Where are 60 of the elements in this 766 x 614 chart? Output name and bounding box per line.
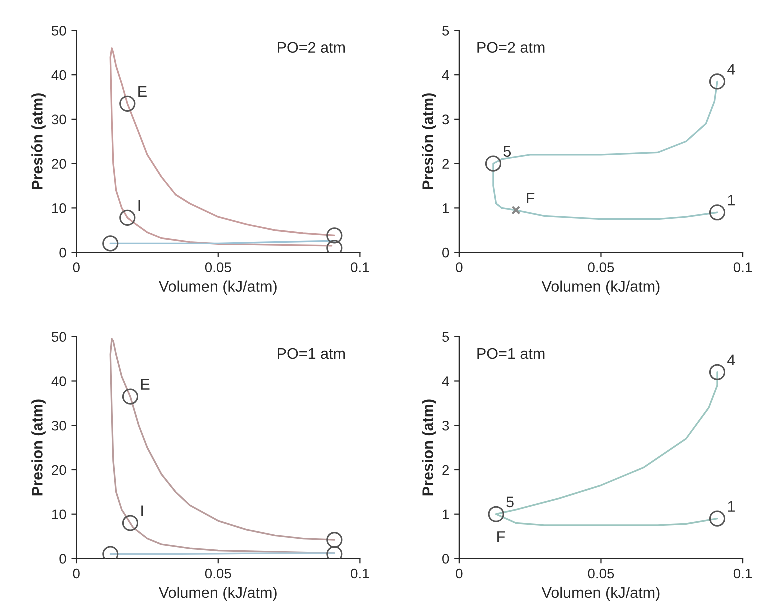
- x-axis-title: Volumen (kJ/atm): [542, 586, 660, 602]
- annotation: 4: [728, 64, 736, 75]
- annotation: PO=1 atm: [478, 348, 545, 360]
- x-tick-label: 0.05: [588, 568, 614, 579]
- y-tick-label: 2: [442, 465, 450, 476]
- y-tick-label: 4: [442, 70, 450, 80]
- y-tick-label: 0: [60, 554, 66, 564]
- y-tick-label: 3: [442, 114, 450, 125]
- x-axis-title: Volumen (kJ/atm): [159, 586, 277, 602]
- x-axis-title: Volumen (kJ/atm): [542, 280, 660, 296]
- x-tick-label: 0.05: [205, 262, 232, 272]
- y-tick-label: 1: [443, 510, 450, 520]
- annotation: F: [527, 192, 535, 204]
- x-tick-label: 0: [73, 262, 80, 272]
- annotation: PO=2 atm: [278, 42, 345, 54]
- y-tick-label: 20: [52, 465, 66, 476]
- y-tick-label: 40: [52, 376, 66, 386]
- y-axis-title: Presión (atm): [32, 94, 46, 190]
- x-tick-label: 0: [456, 568, 463, 579]
- x-tick-label: 0: [456, 262, 463, 272]
- y-tick-label: 10: [52, 510, 66, 520]
- annotation: PO=1 atm: [278, 348, 345, 360]
- y-tick-label: 30: [52, 114, 66, 125]
- annotation: PO=2 atm: [478, 42, 545, 54]
- annotation: F: [498, 532, 506, 542]
- y-tick-label: 0: [442, 554, 450, 564]
- annotation: 1: [728, 501, 735, 512]
- annotation: I: [138, 200, 140, 212]
- y-tick-label: 50: [52, 332, 66, 342]
- annotation: 5: [506, 496, 514, 508]
- y-tick-label: 30: [52, 420, 66, 431]
- y-tick-label: 5: [442, 332, 450, 342]
- y-tick-label: 50: [52, 26, 66, 36]
- x-axis-title: Volumen (kJ/atm): [159, 280, 277, 296]
- annotation: 1: [728, 195, 735, 206]
- annotation: 5: [504, 146, 512, 158]
- y-tick-label: 1: [443, 204, 450, 214]
- y-tick-label: 20: [52, 159, 66, 169]
- x-tick-label: 0.1: [351, 568, 370, 579]
- x-tick-label: 0.05: [205, 568, 232, 579]
- annotation: I: [142, 506, 144, 516]
- y-tick-label: 4: [442, 376, 450, 386]
- x-tick-label: 0.1: [734, 262, 752, 272]
- x-tick-label: 0.1: [351, 262, 370, 272]
- y-tick-label: 2: [442, 159, 450, 169]
- y-tick-label: 5: [442, 26, 450, 36]
- x-tick-label: 0.05: [588, 262, 614, 272]
- y-tick-label: 40: [52, 70, 66, 80]
- y-axis-title: Presion (atm): [32, 400, 46, 496]
- x-tick-label: 0: [73, 568, 80, 579]
- y-axis-title: Presion (atm): [422, 400, 436, 496]
- y-tick-label: 3: [442, 420, 450, 431]
- annotation: E: [138, 86, 147, 97]
- annotation: E: [141, 379, 150, 390]
- y-axis-title: Presión (atm): [422, 94, 436, 190]
- y-tick-label: 10: [52, 204, 66, 214]
- y-tick-label: 0: [60, 248, 66, 258]
- x-tick-label: 0.1: [734, 568, 752, 579]
- y-tick-label: 0: [442, 248, 450, 258]
- annotation: 4: [728, 354, 736, 366]
